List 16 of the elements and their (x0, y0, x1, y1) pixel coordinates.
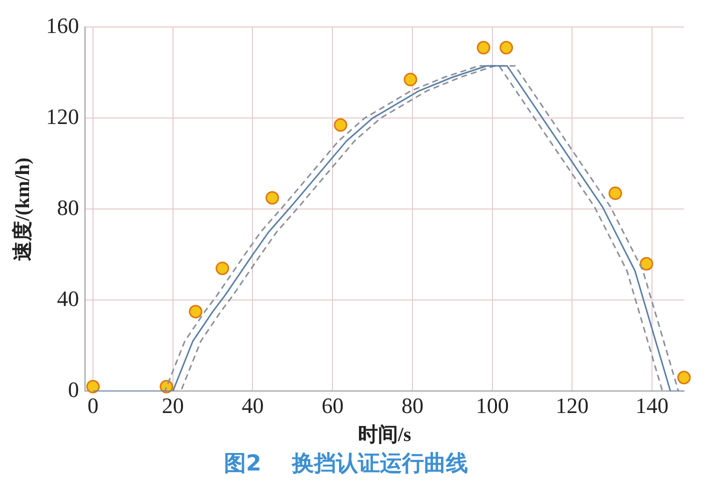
text: 图2 换挡认证运行曲线 (224, 452, 468, 477)
x-tick-label: 80 (401, 393, 424, 418)
x-tick-label: 20 (162, 393, 184, 418)
x-axis-title: 时间/s (358, 424, 412, 446)
x-tick-label: 120 (556, 393, 589, 418)
x-tick-label: 0 (87, 393, 98, 418)
x-tick-label: 40 (242, 393, 264, 418)
y-tick-label: 40 (57, 286, 79, 311)
y-tick-label: 80 (57, 194, 79, 220)
y-axis-title: 速度/(km/h) (11, 158, 34, 261)
y-tick-label: 0 (68, 376, 79, 402)
x-tick-label: 140 (636, 393, 669, 418)
x-tick-label: 60 (322, 393, 344, 418)
y-tick-label: 160 (46, 12, 79, 38)
x-tick-label: 100 (476, 393, 509, 418)
y-tick-label: 120 (46, 104, 79, 129)
